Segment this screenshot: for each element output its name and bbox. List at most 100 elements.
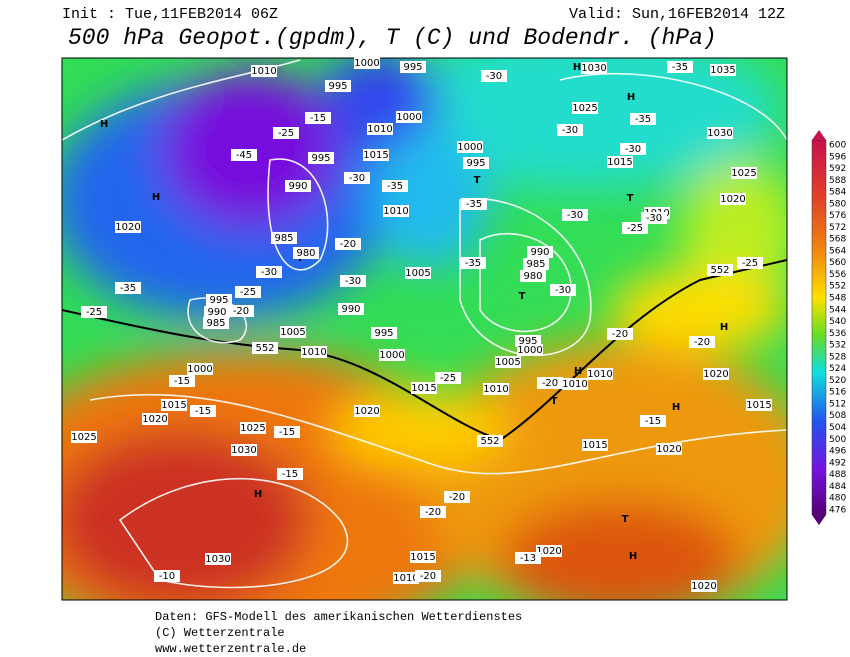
isoline-label: -30	[345, 276, 361, 287]
isoline-label: 1020	[142, 414, 167, 425]
isoline-label: 1010	[367, 124, 392, 135]
label-box	[277, 468, 303, 480]
colorbar-label: 520	[829, 376, 846, 386]
label-box	[746, 399, 772, 411]
label-box	[405, 267, 431, 279]
colorbar-label: 596	[829, 152, 846, 162]
isoline-label: 980	[523, 271, 542, 282]
colorbar-label: 496	[829, 447, 846, 457]
label-box	[231, 444, 257, 456]
isoline-label: 1015	[411, 383, 436, 394]
colorbar-label: 576	[829, 211, 846, 221]
map-frame	[61, 57, 788, 601]
colorbar-label: 560	[829, 258, 846, 268]
label-box	[161, 399, 187, 411]
pressure-center: T	[622, 514, 629, 525]
label-box	[354, 57, 380, 69]
label-box	[308, 152, 334, 164]
label-box	[382, 180, 408, 192]
label-box	[354, 405, 380, 417]
label-box	[517, 344, 543, 356]
label-box	[81, 306, 107, 318]
label-box	[344, 172, 370, 184]
footer-url: www.wetterzentrale.de	[155, 642, 306, 656]
label-box	[115, 282, 141, 294]
isoline-label: 1015	[363, 150, 388, 161]
label-box	[235, 286, 261, 298]
label-box	[274, 426, 300, 438]
isoline-label: -35	[635, 114, 651, 125]
pressure-center: H	[152, 192, 160, 203]
label-box	[271, 232, 297, 244]
label-box	[562, 209, 588, 221]
footer-copyright: (C) Wetterzentrale	[155, 626, 285, 640]
isoline-label: -30	[349, 173, 365, 184]
label-box	[460, 257, 486, 269]
colorbar-label: 544	[829, 305, 846, 315]
colorbar-label: 476	[829, 505, 846, 515]
label-box	[495, 356, 521, 368]
isoline-label: 1020	[536, 546, 561, 557]
isoline-label: -10	[159, 571, 175, 582]
label-box	[536, 545, 562, 557]
label-box	[251, 65, 277, 77]
isoline-label: -25	[440, 373, 456, 384]
label-box	[703, 368, 729, 380]
label-box	[477, 435, 503, 447]
isoline-label: 995	[403, 62, 422, 73]
isoline-label: 1015	[410, 552, 435, 563]
isoline-label: 1020	[703, 369, 728, 380]
label-box	[457, 141, 483, 153]
colorbar-label: 516	[829, 388, 846, 398]
isoline-label: 1025	[240, 423, 265, 434]
label-box	[338, 303, 364, 315]
isoline-label: -35	[466, 199, 482, 210]
colorbar-label: 512	[829, 399, 846, 409]
label-box	[203, 317, 229, 329]
pressure-center: T	[627, 193, 634, 204]
label-box	[305, 112, 331, 124]
colorbar-label: 484	[829, 482, 846, 492]
isoline-label: 995	[328, 81, 347, 92]
label-box	[280, 326, 306, 338]
isoline-label: -20	[612, 329, 628, 340]
label-box	[444, 491, 470, 503]
label-box	[667, 61, 693, 73]
pressure-center: H	[720, 322, 728, 333]
isoline-label: -30	[562, 125, 578, 136]
isoline-label: 1035	[710, 65, 735, 76]
isoline-label: -15	[282, 469, 298, 480]
pressure-center: T	[519, 291, 526, 302]
label-box	[557, 124, 583, 136]
label-box	[371, 327, 397, 339]
isoline-label: -30	[486, 71, 502, 82]
isoline-label: 990	[288, 181, 307, 192]
isoline-label: 1020	[115, 222, 140, 233]
isoline-label: 1030	[581, 63, 606, 74]
isoline-label: 1005	[280, 327, 305, 338]
label-box	[256, 266, 282, 278]
label-box	[689, 336, 715, 348]
label-box	[273, 127, 299, 139]
label-box	[206, 294, 232, 306]
isoline-label: 1010	[301, 347, 326, 358]
isoline-label: 552	[255, 343, 274, 354]
map	[62, 58, 787, 600]
isoline-label: 1005	[495, 357, 520, 368]
isoline-label: -20	[233, 306, 249, 317]
isoline-label: 1010	[251, 66, 276, 77]
isoline-label: 1000	[187, 364, 212, 375]
isoline-label: 1000	[517, 345, 542, 356]
isoline-label: 1000	[396, 112, 421, 123]
label-box	[737, 257, 763, 269]
isoline-label: 1025	[731, 168, 756, 179]
label-box	[523, 258, 549, 270]
pressure-center: H	[629, 551, 637, 562]
label-box	[410, 551, 436, 563]
isoline-label: 1000	[354, 58, 379, 69]
label-box	[707, 264, 733, 276]
isoline-label: 552	[480, 436, 499, 447]
colorbar-label: 536	[829, 329, 846, 339]
isoline-label: -25	[627, 223, 643, 234]
